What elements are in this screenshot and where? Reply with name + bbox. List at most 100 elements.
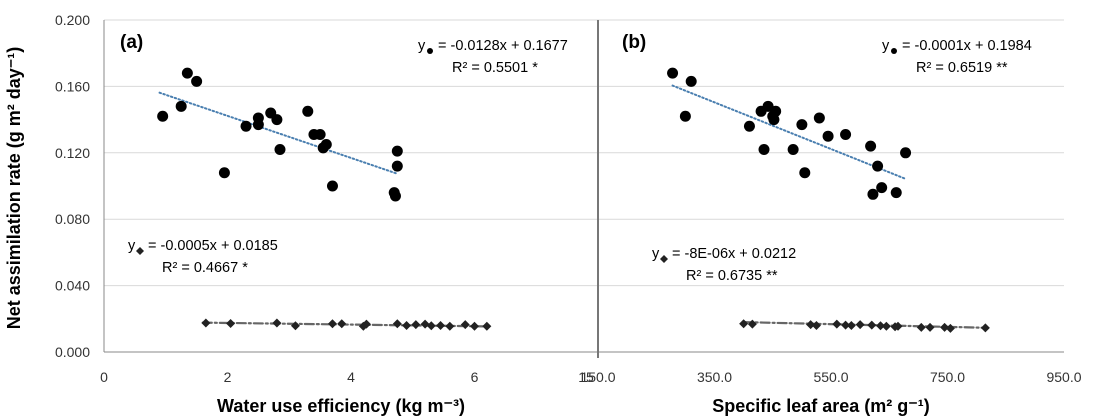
x-tick-label: 950.0 [1046,369,1081,385]
data-point-diamond [747,319,757,329]
data-point-circle [314,129,326,141]
data-point-circle [867,188,879,200]
equation-marker-circle [427,48,433,54]
axes [103,20,1064,358]
panel-label: (a) [120,32,143,53]
data-point-circle [302,105,314,117]
data-point-circle [181,67,193,79]
data-point-diamond [327,319,337,329]
equation-text: = -8E-06x + 0.0212 [672,246,796,262]
data-point-circle [240,120,252,132]
data-point-circle [865,140,877,152]
panel-label: (b) [622,32,646,53]
data-point-diamond [855,320,865,330]
r-squared-text: R² = 0.4667 * [162,260,248,276]
data-point-circle [876,182,888,194]
equation-marker-diamond [136,247,144,255]
x-tick-label: 6 [471,369,479,385]
x-axis-title: Water use efficiency (kg m⁻³) [217,396,465,416]
data-point-diamond [402,320,412,330]
data-point-diamond [811,320,821,330]
trendline [158,91,399,175]
data-point-diamond [841,320,851,330]
data-point-diamond [445,321,455,331]
gridlines [104,19,1064,287]
data-point-circle [822,130,834,142]
data-point-diamond [739,319,749,329]
x-tick-label: 550.0 [813,369,848,385]
data-point-diamond [846,320,856,330]
equation-marker-circle [891,48,897,54]
data-point-circle [872,160,884,172]
x-tick-label: 350.0 [697,369,732,385]
data-point-diamond [945,323,955,333]
data-point-circle [770,105,782,117]
data-point-circle [768,114,780,126]
data-point-circle [157,110,169,122]
equation-text: = -0.0001x + 0.1984 [902,38,1032,54]
data-point-diamond [916,322,926,332]
data-points [157,67,990,333]
r-squared-text: R² = 0.6519 ** [916,60,1008,76]
data-point-circle [191,75,203,87]
data-point-circle [274,143,286,155]
y-tick-label: 0.040 [55,278,90,294]
data-point-diamond [272,318,282,328]
data-point-circle [890,187,902,199]
data-point-circle [787,143,799,155]
data-point-diamond [460,320,470,330]
data-point-diamond [436,320,446,330]
data-point-circle [900,147,912,159]
labels: 0.000 0.040 0.080 0.120 0.160 0.200 0 2 4 6 15 Wate… [55,12,1082,416]
x-tick-label: 150.0 [580,369,615,385]
data-point-diamond [867,320,877,330]
data-point-circle [389,190,401,202]
y-tick-label: 0.120 [55,145,90,161]
y-tick-label: 0.160 [55,78,90,94]
y-axis-title: Net assimilation rate (g m² day⁻¹) [4,47,24,330]
trendlines [158,84,987,329]
data-point-circle [667,67,679,79]
data-point-diamond [337,319,347,329]
data-point-diamond [876,321,886,331]
data-point-diamond [411,320,421,330]
data-point-circle [840,129,852,141]
equation-text: = -0.0005x + 0.0185 [148,238,278,254]
data-point-diamond [420,319,430,329]
x-tick-label: 4 [347,369,355,385]
y-tick-label: 0.000 [55,344,90,360]
data-point-diamond [806,320,816,330]
equation-y: y [418,38,426,54]
data-point-diamond [893,321,903,331]
x-axis-title: Specific leaf area (m² g⁻¹) [712,396,930,416]
data-point-circle [799,167,811,179]
equation-text: = -0.0128x + 0.1677 [438,38,568,54]
equation-y: y [882,38,890,54]
data-point-diamond [482,321,492,331]
equation-marker-diamond [660,255,668,263]
data-point-circle [813,112,825,124]
equation-y: y [652,246,660,262]
trendline [671,84,907,180]
data-point-diamond [226,318,236,328]
r-squared-text: R² = 0.6735 ** [686,268,778,284]
data-point-circle [391,145,403,157]
data-point-diamond [426,321,436,331]
x-tick-label: 2 [224,369,232,385]
data-point-diamond [470,321,479,331]
equation-y: y [128,238,136,254]
x-tick-label-overflow: 15 [578,369,594,385]
data-point-circle [391,160,403,172]
y-tick-label: 0.080 [55,211,90,227]
x-tick-label: 0 [100,369,108,385]
data-point-circle [271,114,283,126]
data-point-circle [175,100,187,112]
data-point-diamond [361,319,371,329]
data-point-circle [320,139,332,150]
data-point-diamond [290,321,300,331]
data-point-diamond [832,319,842,329]
y-tick-label: 0.200 [55,12,90,28]
data-point-circle [685,75,697,87]
x-tick-label: 750.0 [930,369,965,385]
